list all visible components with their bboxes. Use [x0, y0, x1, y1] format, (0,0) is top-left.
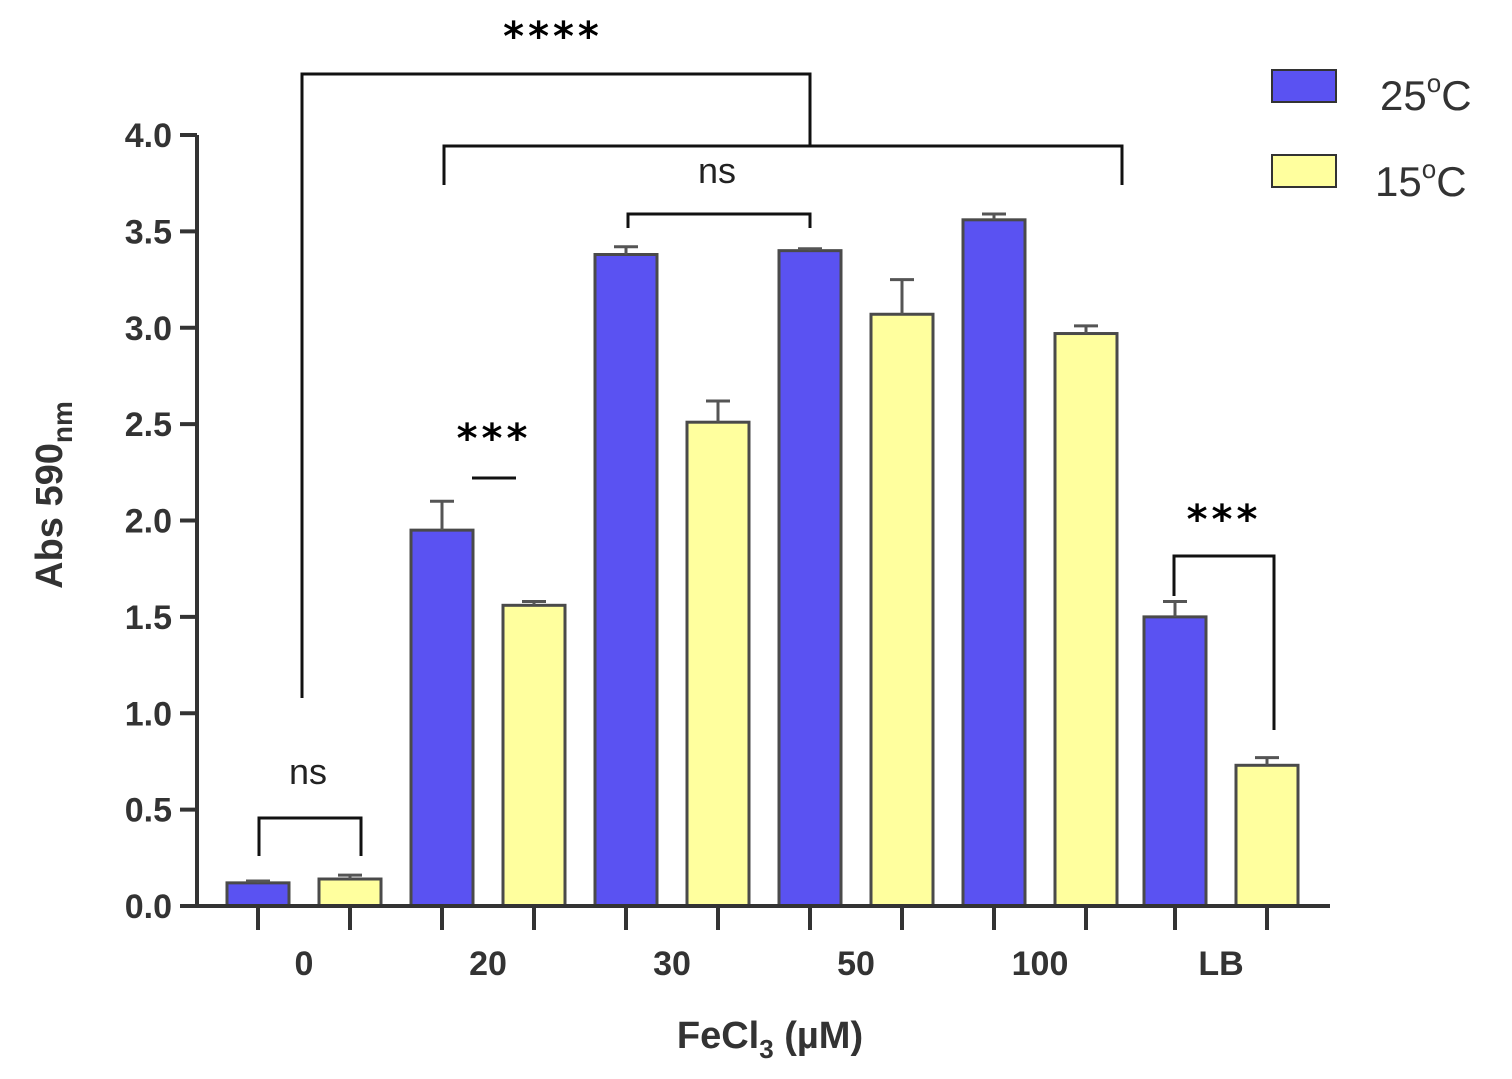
bar-25c-LB [1142, 615, 1208, 908]
bracket-ns-30-50 [626, 212, 812, 228]
y-tick-label: 3.5 [125, 213, 172, 251]
legend-unit-15c: C [1436, 158, 1466, 205]
bracket-top [300, 72, 812, 698]
sig-label-lb: *** [1187, 497, 1262, 543]
sig-label-20: *** [457, 416, 532, 462]
y-axis-title-sub: nm [47, 401, 78, 443]
bars-group [225, 218, 1300, 908]
significance-brackets [257, 72, 1276, 856]
x-tick-label-30: 30 [653, 945, 691, 983]
y-tick-label: 0.5 [125, 792, 172, 830]
y-axis-title: Abs 590nm [29, 401, 78, 589]
bar-25c-0 [225, 881, 291, 908]
y-axis-title-main: Abs 590 [29, 443, 71, 589]
sig-label-ns-0: ns [289, 751, 327, 792]
bar-15c-50 [869, 312, 935, 908]
bar-15c-0 [317, 877, 383, 908]
bar-25c-30 [593, 253, 659, 908]
legend-label-15c-value: 15 [1375, 158, 1422, 205]
x-tick-label-LB: LB [1198, 945, 1243, 983]
x-tick-label-0: 0 [295, 945, 314, 983]
y-tick-label: 2.0 [125, 503, 172, 541]
legend-label-15c: 15oC [1375, 154, 1467, 205]
x-tick-label-20: 20 [469, 945, 507, 983]
y-tick-label: 1.5 [125, 599, 172, 637]
y-tick-label: 4.0 [125, 117, 172, 155]
legend-degree-15c: o [1422, 154, 1436, 184]
x-axis-title: FeCl3 (µM) [677, 1015, 863, 1064]
y-tick-label: 2.5 [125, 406, 172, 444]
bracket-ns-wide [442, 144, 1124, 185]
bar-15c-30 [685, 420, 751, 908]
legend-degree-25c: o [1427, 68, 1441, 98]
x-axis-title-main: FeCl [677, 1015, 759, 1057]
legend-label-25c-value: 25 [1380, 72, 1427, 119]
x-tick-label-50: 50 [837, 945, 875, 983]
legend-label-25c: 25oC [1380, 68, 1472, 119]
y-tick-label: 0.0 [125, 888, 172, 926]
x-tick-label-100: 100 [1012, 945, 1069, 983]
x-axis-title-unit: (µM) [774, 1015, 863, 1057]
x-axis-title-sub: 3 [759, 1034, 773, 1064]
legend-unit-25c: C [1441, 72, 1471, 119]
legend-swatch-25c [1271, 69, 1337, 103]
sig-label-ns-wide: ns [698, 150, 736, 191]
legend-swatch-15c [1271, 154, 1337, 188]
y-tick-label: 1.0 [125, 695, 172, 733]
bar-25c-50 [777, 249, 843, 908]
sig-label-top: **** [503, 14, 603, 60]
bar-15c-20 [501, 603, 567, 908]
bar-25c-100 [961, 218, 1027, 908]
y-ticks-group: 0.0 0.5 1.0 1.5 2.0 2.5 3.0 3.5 4.0 [125, 117, 197, 926]
x-ticks-group: 0 20 30 50 100 LB [256, 906, 1269, 983]
bar-15c-LB [1234, 763, 1300, 908]
bracket-lb [1172, 554, 1276, 730]
bar-25c-20 [409, 528, 475, 908]
error-bars-group [246, 212, 1279, 883]
bracket-ns-0 [257, 816, 363, 856]
legend: 25oC 15oC [1271, 68, 1472, 205]
bar-15c-100 [1053, 332, 1119, 908]
y-tick-label: 3.0 [125, 310, 172, 348]
